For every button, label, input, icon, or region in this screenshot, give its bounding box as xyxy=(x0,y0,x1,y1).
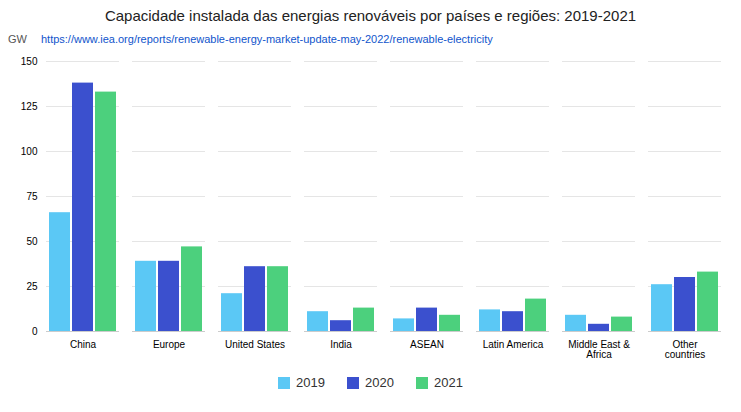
html-text:GW: GW xyxy=(8,33,27,45)
svg-text:25: 25 xyxy=(26,281,38,292)
svg-text:Middle East &Africa: Middle East &Africa xyxy=(568,339,630,360)
svg-text:India: India xyxy=(330,339,352,350)
html-text:2021: 2021 xyxy=(434,375,463,390)
svg-text:Othercountries: Othercountries xyxy=(665,339,706,360)
html-text:2019: 2019 xyxy=(296,375,325,390)
svg-text:75: 75 xyxy=(26,191,38,202)
html-text:2020: 2020 xyxy=(365,375,394,390)
svg-text:United States: United States xyxy=(225,339,285,350)
svg-text:0: 0 xyxy=(32,326,38,337)
svg-text:50: 50 xyxy=(26,236,38,247)
html-text:https://www.iea.org/reports/re: https://www.iea.org/reports/renewable-en… xyxy=(41,33,493,45)
svg-text:Europe: Europe xyxy=(153,339,186,350)
svg-text:ASEAN: ASEAN xyxy=(410,339,444,350)
svg-text:125: 125 xyxy=(21,101,38,112)
svg-text:150: 150 xyxy=(21,56,38,67)
html-text:Capacidade instalada das energ: Capacidade instalada das energias renová… xyxy=(104,7,637,24)
svg-text:China: China xyxy=(70,339,97,350)
svg-text:Latin America: Latin America xyxy=(483,339,544,350)
svg-text:100: 100 xyxy=(21,146,38,157)
